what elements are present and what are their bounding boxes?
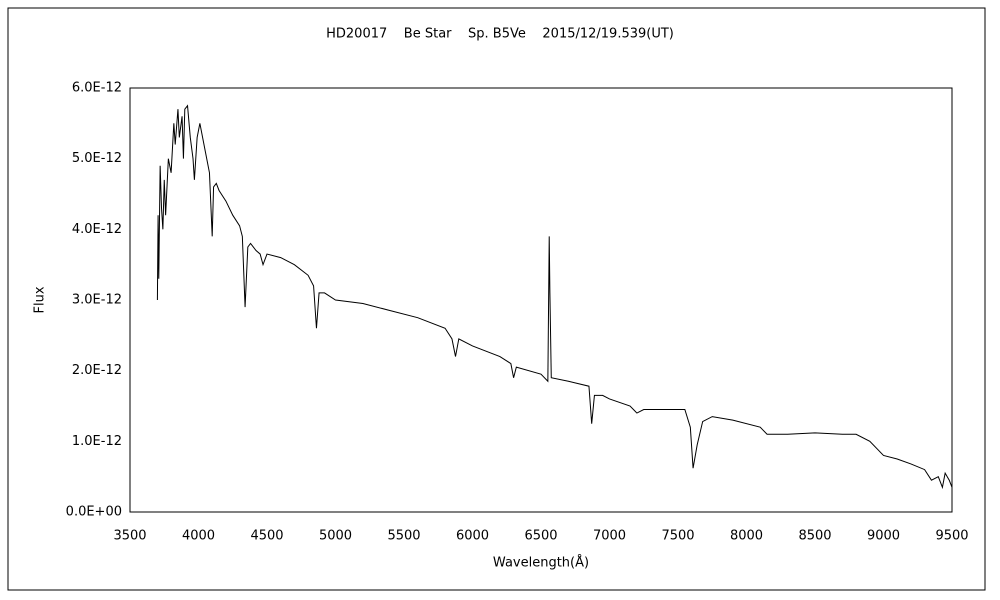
x-tick-label: 7500 [661, 529, 694, 544]
outer-frame [7, 7, 986, 591]
x-tick-label: 9500 [935, 529, 968, 544]
x-tick-label: 3500 [113, 529, 146, 544]
plot-frame [129, 87, 953, 513]
x-tick-label: 4500 [250, 529, 283, 544]
x-tick-label: 8000 [730, 529, 763, 544]
x-tick-label: 6500 [524, 529, 557, 544]
x-axis-label: Wavelength(Å) [493, 555, 589, 571]
x-tick-label: 6000 [456, 529, 489, 544]
chart-title: HD20017 Be Star Sp. B5Ve 2015/12/19.539(… [326, 27, 674, 42]
x-tick-label: 9000 [867, 529, 900, 544]
x-tick-label: 8500 [798, 529, 831, 544]
y-tick-label: 2.0E-12 [72, 363, 122, 378]
x-tick-label: 5000 [319, 529, 352, 544]
y-tick-label: 0.0E+00 [66, 505, 122, 520]
x-tick-label: 4000 [182, 529, 215, 544]
spectrum-line [156, 104, 953, 490]
y-axis-label: Flux [33, 286, 48, 313]
y-tick-label: 4.0E-12 [72, 222, 122, 237]
y-tick-label: 5.0E-12 [72, 151, 122, 166]
y-tick-label: 6.0E-12 [72, 81, 122, 96]
y-tick-label: 3.0E-12 [72, 293, 122, 308]
x-tick-label: 5500 [387, 529, 420, 544]
x-tick-label: 7000 [593, 529, 626, 544]
y-tick-label: 1.0E-12 [72, 434, 122, 449]
